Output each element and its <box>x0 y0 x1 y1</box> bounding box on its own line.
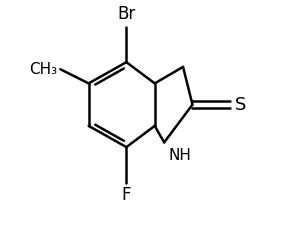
Text: CH₃: CH₃ <box>29 62 57 77</box>
Text: NH: NH <box>169 148 192 163</box>
Text: F: F <box>122 186 131 204</box>
Text: Br: Br <box>117 5 136 23</box>
Text: S: S <box>235 96 246 114</box>
